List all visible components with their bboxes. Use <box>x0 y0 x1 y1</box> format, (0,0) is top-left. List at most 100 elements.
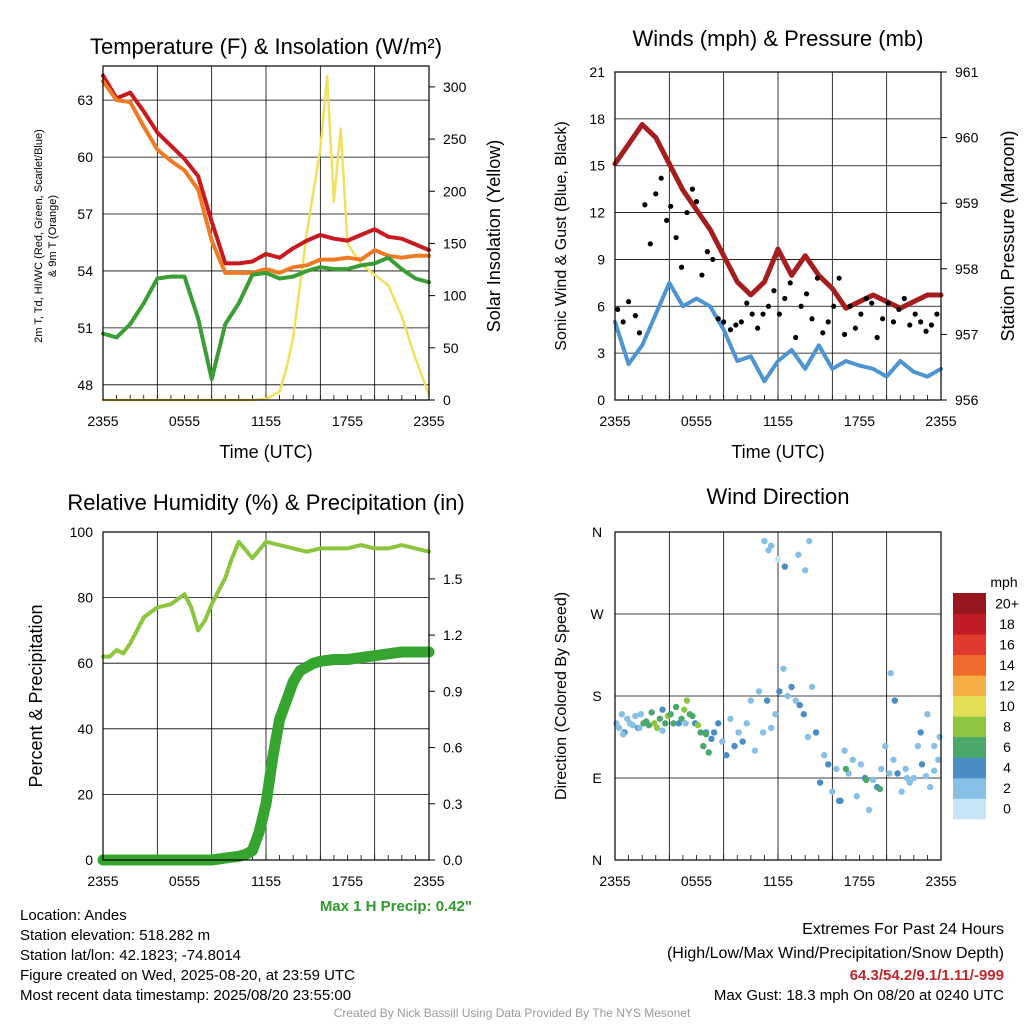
gust-point <box>912 311 918 317</box>
colorbar-label: 0 <box>1003 801 1011 817</box>
gust-point <box>863 295 869 302</box>
direction-point <box>719 738 726 745</box>
dir-ytick-label: S <box>592 688 601 704</box>
gust-point <box>715 316 721 322</box>
temp-ylabel-left-1: 2m T, Td, HI/WC (Red, Green, Scarlet/Blu… <box>33 129 45 343</box>
gust-point <box>858 311 864 317</box>
direction-point <box>772 711 779 718</box>
direction-point <box>761 537 768 545</box>
wind-ytick-label: 9 <box>597 251 605 267</box>
direction-point <box>656 715 664 722</box>
direction-point <box>926 783 934 791</box>
wind-ytick-label: 18 <box>589 111 605 127</box>
gust-point <box>901 295 907 302</box>
direction-point <box>863 776 870 784</box>
direction-point <box>768 542 775 549</box>
gust-point <box>923 328 929 334</box>
rh-xtick-label: 2355 <box>87 873 118 889</box>
gust-point <box>918 319 924 325</box>
gust-point <box>699 272 705 278</box>
direction-point <box>898 788 905 795</box>
gust-point <box>733 322 739 328</box>
gust-point <box>890 319 897 325</box>
rh-right-tick-label: 1.2 <box>443 627 463 643</box>
colorbar-label: 18 <box>999 616 1015 632</box>
temp-right-tick-label: 250 <box>443 131 467 147</box>
temp-right-tick-label: 50 <box>443 340 459 356</box>
colorbar-label: 10 <box>999 698 1015 714</box>
temp-title: Temperature (F) & Insolation (W/m²) <box>90 34 442 59</box>
colorbar-cell <box>953 695 986 717</box>
direction-point <box>768 724 775 732</box>
temperature-panel: Temperature (F) & Insolation (W/m²) Time… <box>33 34 504 462</box>
rh-panel: Relative Humidity (%) & Precipitation (i… <box>26 490 472 915</box>
wind-ylabel-right: Station Pressure (Maroon) <box>998 130 1018 341</box>
gust-point <box>809 316 815 322</box>
direction-point <box>632 712 639 720</box>
gust-point <box>664 217 670 223</box>
gust-point <box>928 322 935 328</box>
direction-point <box>667 711 674 718</box>
gust-point <box>693 199 700 205</box>
direction-point <box>776 688 783 695</box>
wind-panel: Winds (mph) & Pressure (mb) Time (UTC) S… <box>553 26 1018 462</box>
direction-point <box>869 776 877 784</box>
direction-point <box>697 729 704 736</box>
gust-point <box>727 327 734 333</box>
wind-ytick-label: 3 <box>597 345 605 361</box>
temp-ytick-label: 60 <box>77 149 93 165</box>
colorbar-label: 20+ <box>995 595 1019 611</box>
wind-frame <box>614 71 942 401</box>
temp-ytick-label: 54 <box>77 263 93 279</box>
colorbar-cell <box>953 777 986 799</box>
gust-point <box>831 303 837 309</box>
direction-point <box>804 733 812 741</box>
gust-point <box>636 330 643 336</box>
gust-point <box>776 311 782 317</box>
gust-point <box>852 325 859 331</box>
gust-point <box>668 203 674 209</box>
direction-point <box>812 729 820 736</box>
direction-point <box>629 721 636 729</box>
dir-ytick-label: W <box>590 606 604 622</box>
dir-xtick-label: 0555 <box>681 873 712 889</box>
direction-point <box>636 724 643 732</box>
elevation-text: Station elevation: 518.282 m <box>20 927 211 944</box>
colorbar-label: 8 <box>1003 719 1011 735</box>
direction-point <box>849 756 856 763</box>
extremes-info: Extremes For Past 24 Hours (High/Low/Max… <box>667 918 1004 1006</box>
wind-title: Winds (mph) & Pressure (mb) <box>633 26 924 51</box>
colorbar-label: 4 <box>1003 760 1011 776</box>
direction-point <box>682 720 689 727</box>
dir-xtick-label: 2355 <box>599 873 630 889</box>
rh-right-tick-label: 0.6 <box>443 740 463 756</box>
rh-ytick-label: 0 <box>85 852 93 868</box>
wind-right-tick-label: 958 <box>955 261 979 277</box>
direction-point <box>672 703 680 711</box>
gust-point <box>673 234 679 241</box>
rh-ytick-label: 80 <box>77 590 93 606</box>
direction-point <box>705 749 712 756</box>
temp-ylabel-left-2: & 9m T (Orange) <box>47 195 59 277</box>
direction-point <box>857 761 865 768</box>
direction-point <box>829 788 836 795</box>
wind-xtick-label: 0555 <box>681 413 712 429</box>
recent-data-text: Most recent data timestamp: 2025/08/20 2… <box>20 987 352 1004</box>
direction-point <box>894 770 901 777</box>
wind-ylabel-left: Sonic Wind & Gust (Blue, Black) <box>553 121 570 350</box>
gust-point <box>658 175 664 181</box>
direction-point <box>878 765 885 773</box>
rh-xtick-label: 2355 <box>413 873 444 889</box>
colorbar-label: 2 <box>1003 780 1011 796</box>
gust-point <box>934 311 940 317</box>
direction-point <box>792 697 799 704</box>
direction-panel: Wind Direction Direction (Colored By Spe… <box>553 484 1019 889</box>
rh-right-tick-label: 0.3 <box>443 796 463 812</box>
wind-ytick-label: 12 <box>589 205 605 221</box>
direction-point <box>784 692 791 700</box>
direction-point <box>806 537 813 545</box>
temp-xtick-label: 2355 <box>413 413 444 429</box>
temp-xlabel: Time (UTC) <box>219 442 312 462</box>
gust-point <box>684 209 690 216</box>
gust-point <box>885 300 891 306</box>
